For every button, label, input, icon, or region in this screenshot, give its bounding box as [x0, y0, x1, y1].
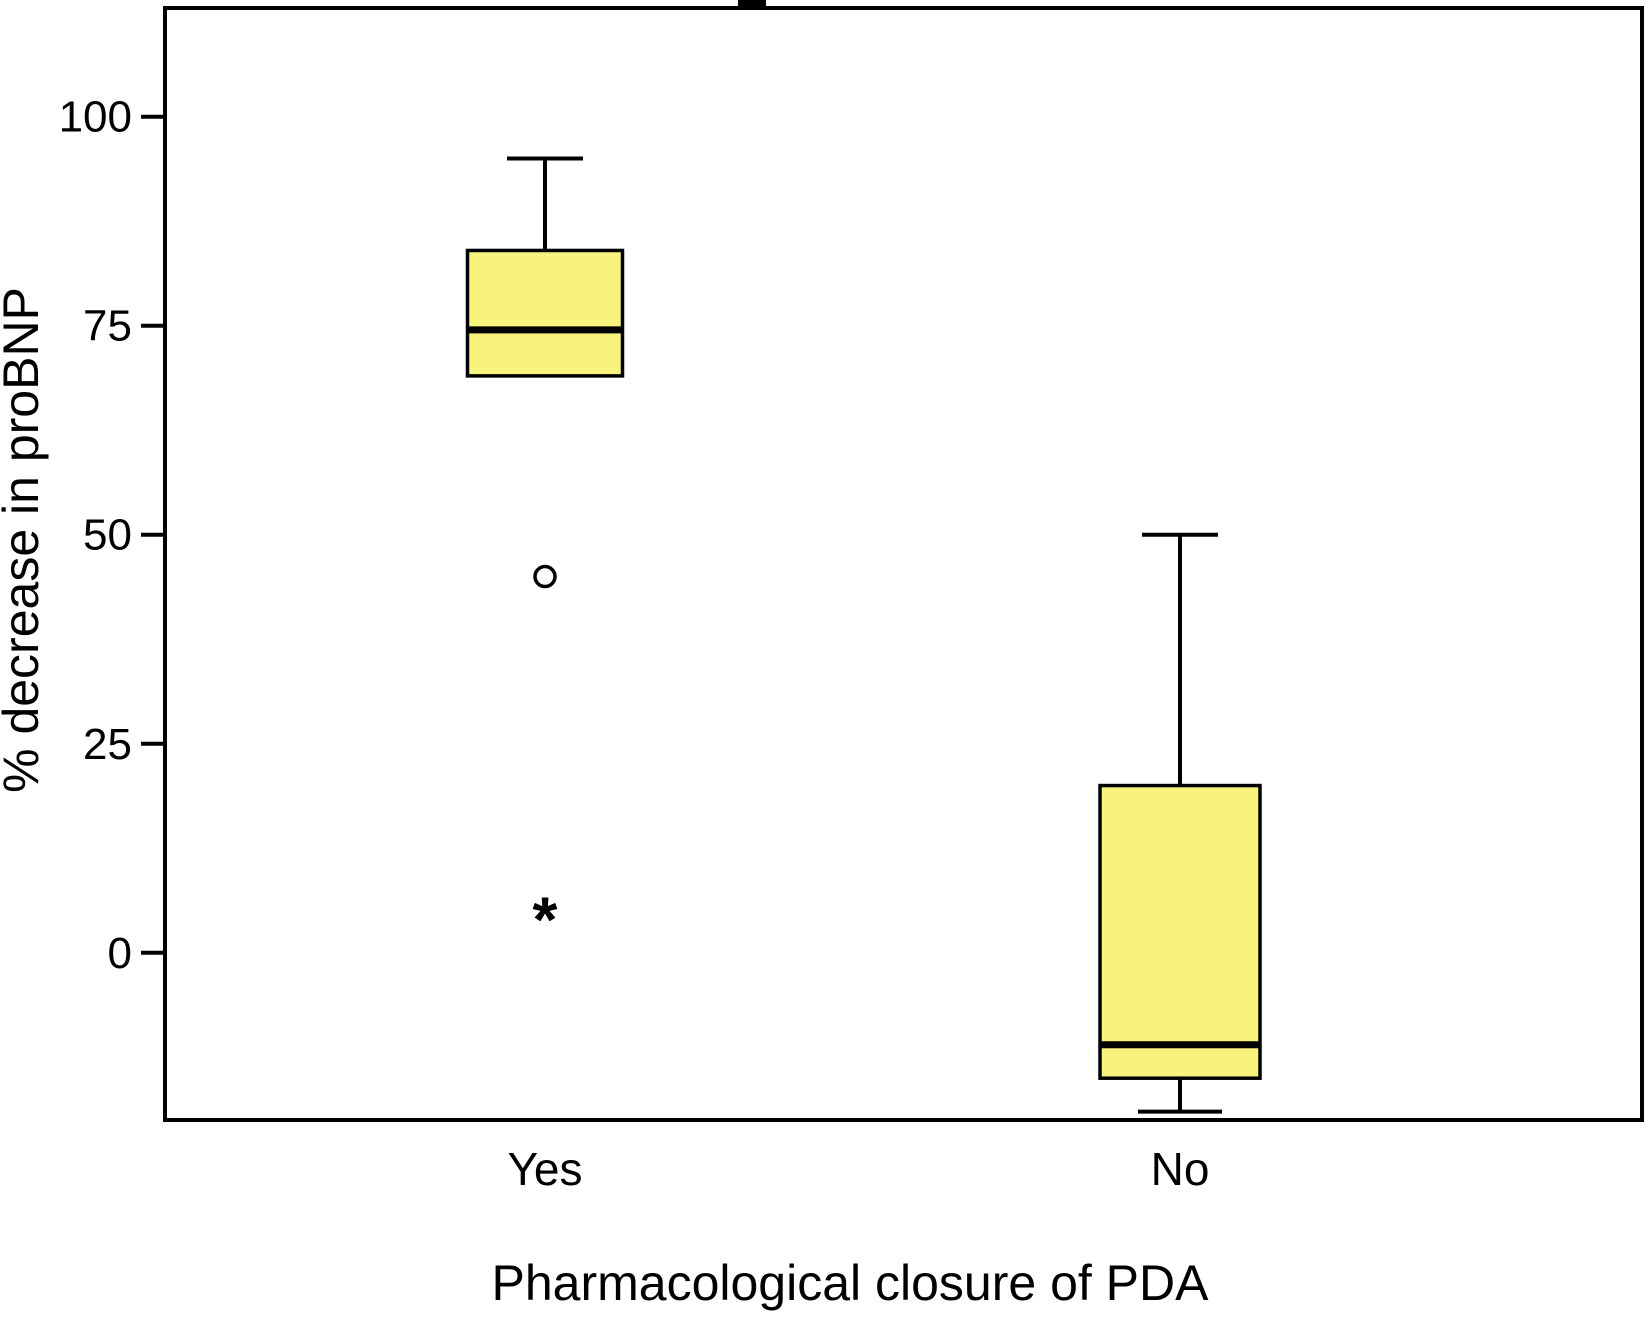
y-axis-ticks: 100 75 50 25 0 [59, 93, 165, 978]
y-tick-label: 50 [83, 511, 132, 560]
extreme-outlier-star: * [533, 883, 558, 955]
y-tick-label: 100 [59, 93, 132, 142]
y-tick-label: 25 [83, 720, 132, 769]
box-no [1098, 783, 1262, 1080]
outlier-circle [533, 564, 557, 589]
y-tick-label: 75 [83, 302, 132, 351]
x-axis-title: Pharmacological closure of PDA [492, 1255, 1210, 1311]
x-category-label-yes: Yes [507, 1143, 582, 1195]
plot-frame [163, 6, 1644, 1122]
y-tick-label: 0 [108, 929, 132, 978]
box-series: * [465, 156, 1262, 1114]
x-category-label-no: No [1151, 1143, 1210, 1195]
x-axis-labels: Yes No [507, 1143, 1209, 1195]
box-yes [465, 248, 625, 378]
y-axis-title: % decrease in proBNP [0, 287, 49, 793]
top-tick-mark [738, 0, 766, 10]
